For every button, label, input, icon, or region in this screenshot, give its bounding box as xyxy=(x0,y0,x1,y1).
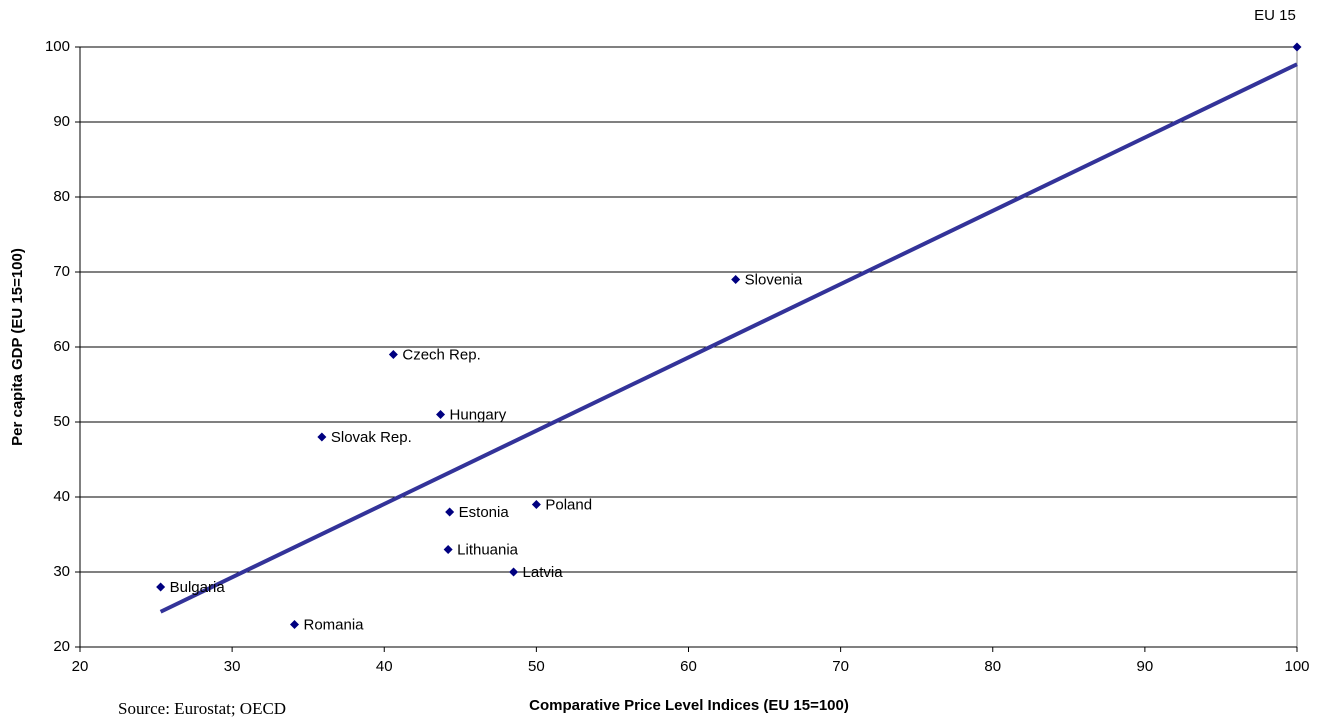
y-tick-label: 90 xyxy=(53,113,70,130)
x-tick-label: 50 xyxy=(528,658,545,675)
y-tick-label: 100 xyxy=(45,38,70,55)
data-point xyxy=(436,410,446,419)
data-point xyxy=(1292,42,1302,52)
data-point xyxy=(156,582,166,592)
y-tick-label: 30 xyxy=(53,563,70,580)
data-point xyxy=(289,620,299,629)
y-tick-label: 60 xyxy=(53,338,70,355)
trendline xyxy=(159,62,1298,614)
point-label: Slovenia xyxy=(745,271,803,288)
y-axis-title: Per capita GDP (EU 15=100) xyxy=(9,248,26,446)
x-tick-label: 90 xyxy=(1137,658,1154,675)
data-point xyxy=(509,567,519,577)
x-tick-label: 60 xyxy=(680,658,697,675)
source-note: Source: Eurostat; OECD xyxy=(118,699,286,718)
point-label: Romania xyxy=(303,616,364,633)
point-label: Slovak Rep. xyxy=(331,429,412,446)
point-label: Hungary xyxy=(450,406,507,423)
x-tick-label: 80 xyxy=(984,658,1001,675)
point-label: Lithuania xyxy=(457,541,519,558)
x-tick-label: 100 xyxy=(1284,658,1309,675)
x-tick-label: 40 xyxy=(376,658,393,675)
point-label: Czech Rep. xyxy=(402,346,480,363)
data-point xyxy=(531,500,541,509)
data-point xyxy=(317,432,327,442)
point-label: Poland xyxy=(545,496,592,513)
x-axis-title: Comparative Price Level Indices (EU 15=1… xyxy=(529,697,849,714)
point-label: Latvia xyxy=(523,564,564,581)
y-tick-label: 20 xyxy=(53,638,70,655)
y-tick-label: 80 xyxy=(53,188,70,205)
data-point xyxy=(388,350,398,359)
data-point xyxy=(443,545,453,554)
y-tick-label: 40 xyxy=(53,488,70,505)
point-label: Estonia xyxy=(459,504,510,521)
x-tick-label: 30 xyxy=(224,658,241,675)
data-point xyxy=(731,275,741,284)
x-tick-label: 70 xyxy=(832,658,849,675)
x-tick-label: 20 xyxy=(72,658,89,675)
y-tick-label: 70 xyxy=(53,263,70,280)
data-point xyxy=(445,507,455,517)
y-tick-label: 50 xyxy=(53,413,70,430)
point-label: EU 15 xyxy=(1254,7,1296,24)
point-label: Bulgaria xyxy=(170,579,226,596)
